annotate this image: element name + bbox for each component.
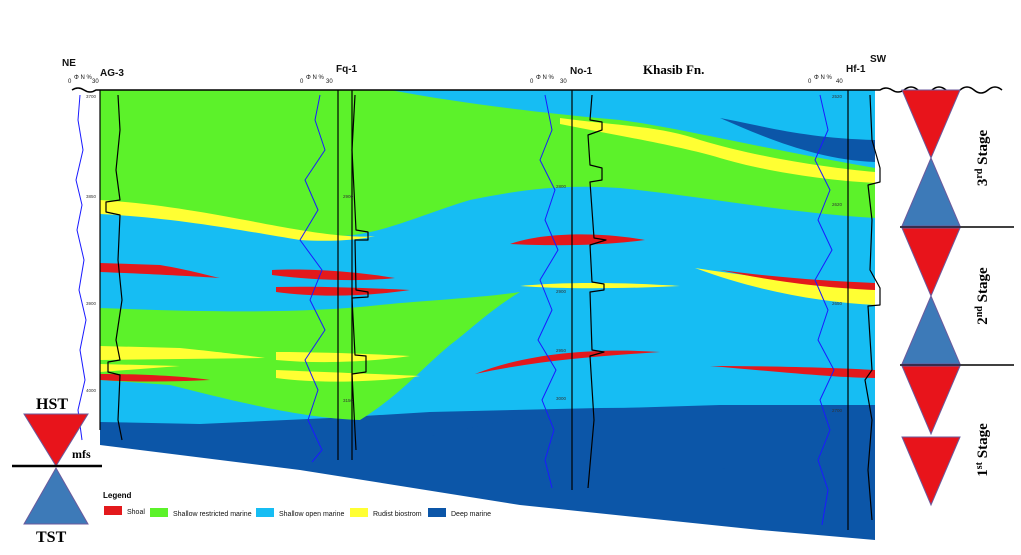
log-curve-ag3-gr xyxy=(105,94,123,441)
systems-tract-key: HST mfs TST xyxy=(12,396,102,546)
shoal-lens-6 xyxy=(475,350,660,374)
axis-min-ag3: 0 xyxy=(68,79,72,85)
depth-ag3-1: 3700 xyxy=(86,94,97,99)
rudist-lower-4 xyxy=(100,364,180,372)
shoal-lens-2 xyxy=(100,263,220,278)
hst-triangle-stage2 xyxy=(901,227,961,298)
log-curve-fq1-gr xyxy=(351,94,369,451)
axis-label-hf1: Φ N % xyxy=(814,75,832,81)
axis-max-no1: 30 xyxy=(560,79,567,85)
rudist-upper xyxy=(100,200,375,241)
depth-ag3-4: 4000 xyxy=(86,388,97,393)
axis-label-fq1: Φ N % xyxy=(306,75,324,81)
legend-label-deep: Deep marine xyxy=(451,511,491,518)
hst-triangle-stage1-upper xyxy=(901,365,961,436)
well-name-fq1: Fq-1 xyxy=(336,64,358,75)
legend-swatch-shoal xyxy=(104,506,122,515)
key-tst-triangle xyxy=(23,466,89,525)
shoal-lens-1 xyxy=(510,234,645,246)
erosional-surface xyxy=(71,87,905,93)
log-curve-ag3-nphi xyxy=(75,94,87,441)
depth-hf1-4: 2700 xyxy=(832,408,843,413)
legend-label-restricted: Shallow restricted marine xyxy=(173,511,252,518)
rudist-lower-2 xyxy=(276,352,410,363)
well-headers: AG-3 0 Φ N % 30 Fq-1 0 Φ N % 30 No-1 0 Φ… xyxy=(68,64,866,85)
axis-label-ag3: Φ N % xyxy=(74,75,92,81)
formation-title: Khasib Fn. xyxy=(643,62,704,77)
axis-max-fq1: 30 xyxy=(326,79,333,85)
rudist-mid xyxy=(520,283,680,289)
shoal-lens-4 xyxy=(276,286,410,296)
stage-column: 3rd Stage 2nd Stage 1st Stage xyxy=(900,89,1014,507)
shoal-lens-3 xyxy=(272,269,395,281)
depth-ag3-2: 3850 xyxy=(86,194,97,199)
legend-swatch-open xyxy=(256,508,274,517)
axis-max-ag3: 30 xyxy=(92,79,99,85)
hst-triangle-stage3 xyxy=(901,89,961,160)
deep-marine-thin xyxy=(720,468,875,478)
legend-label-rudist: Rudist biostrom xyxy=(373,511,422,518)
axis-min-hf1: 0 xyxy=(808,79,812,85)
stage-label-1: 1st Stage xyxy=(974,423,991,477)
depth-no1-1: 2800 xyxy=(556,184,567,189)
depth-no1-2: 2900 xyxy=(556,289,567,294)
deep-marine-upper-lens xyxy=(720,118,875,162)
log-curve-fq1-nphi xyxy=(299,94,326,463)
depth-hf1-3: 2650 xyxy=(832,301,843,306)
log-curve-hf1-gr xyxy=(864,94,881,521)
facies-panel xyxy=(100,90,875,540)
depth-fq1-2: 3150 xyxy=(343,398,354,403)
depth-no1-4: 3000 xyxy=(556,396,567,401)
rudist-lower-1 xyxy=(100,346,265,360)
axis-label-no1: Φ N % xyxy=(536,75,554,81)
well-name-no1: No-1 xyxy=(570,66,593,77)
well-name-ag3: AG-3 xyxy=(100,68,124,79)
depth-hf1-2: 2620 xyxy=(832,202,843,207)
key-mfs-label: mfs xyxy=(72,447,91,461)
depth-fq1-1: 2900 xyxy=(343,194,354,199)
key-hst-triangle xyxy=(23,413,89,467)
depth-labels: 3700 3850 3900 4000 2900 3150 2800 2900 … xyxy=(86,94,843,413)
depth-ag3-3: 3900 xyxy=(86,301,97,306)
hst-triangle-stage1-lower xyxy=(901,436,961,507)
legend-title: Legend xyxy=(103,491,132,500)
stage-label-3: 3rd Stage xyxy=(974,130,991,187)
well-name-hf1: Hf-1 xyxy=(846,64,866,75)
log-curve-no1-gr xyxy=(587,94,607,489)
log-curve-no1-nphi xyxy=(537,94,559,489)
legend-swatch-deep xyxy=(428,508,446,517)
legend-label-open: Shallow open marine xyxy=(279,511,344,518)
log-curve-hf1-nphi xyxy=(814,94,835,526)
direction-right: SW xyxy=(870,54,887,65)
restricted-marine-upper xyxy=(100,90,875,236)
deep-marine-wedge xyxy=(430,405,875,436)
legend: Legend Shoal Shallow restricted marine S… xyxy=(103,491,491,518)
well-logs xyxy=(75,90,881,530)
shoal-lens-5 xyxy=(100,374,210,382)
key-tst-label: TST xyxy=(36,529,67,546)
tst-triangle-stage3 xyxy=(901,156,961,227)
key-hst-label: HST xyxy=(36,396,68,413)
rudist-right-upper xyxy=(560,118,875,183)
legend-swatch-rudist xyxy=(350,508,368,517)
axis-min-no1: 0 xyxy=(530,79,534,85)
stage-label-2: 2nd Stage xyxy=(974,267,991,325)
rudist-right-mid xyxy=(695,268,875,305)
legend-swatch-restricted xyxy=(150,508,168,517)
legend-label-shoal: Shoal xyxy=(127,509,145,516)
axis-max-hf1: 40 xyxy=(836,79,843,85)
rudist-lower-3 xyxy=(276,370,420,382)
tst-triangle-stage2 xyxy=(901,294,961,365)
axis-min-fq1: 0 xyxy=(300,79,304,85)
depth-no1-3: 2950 xyxy=(556,348,567,353)
depth-hf1-1: 2520 xyxy=(832,94,843,99)
direction-left: NE xyxy=(62,58,76,69)
shoal-right-mid xyxy=(720,270,875,290)
